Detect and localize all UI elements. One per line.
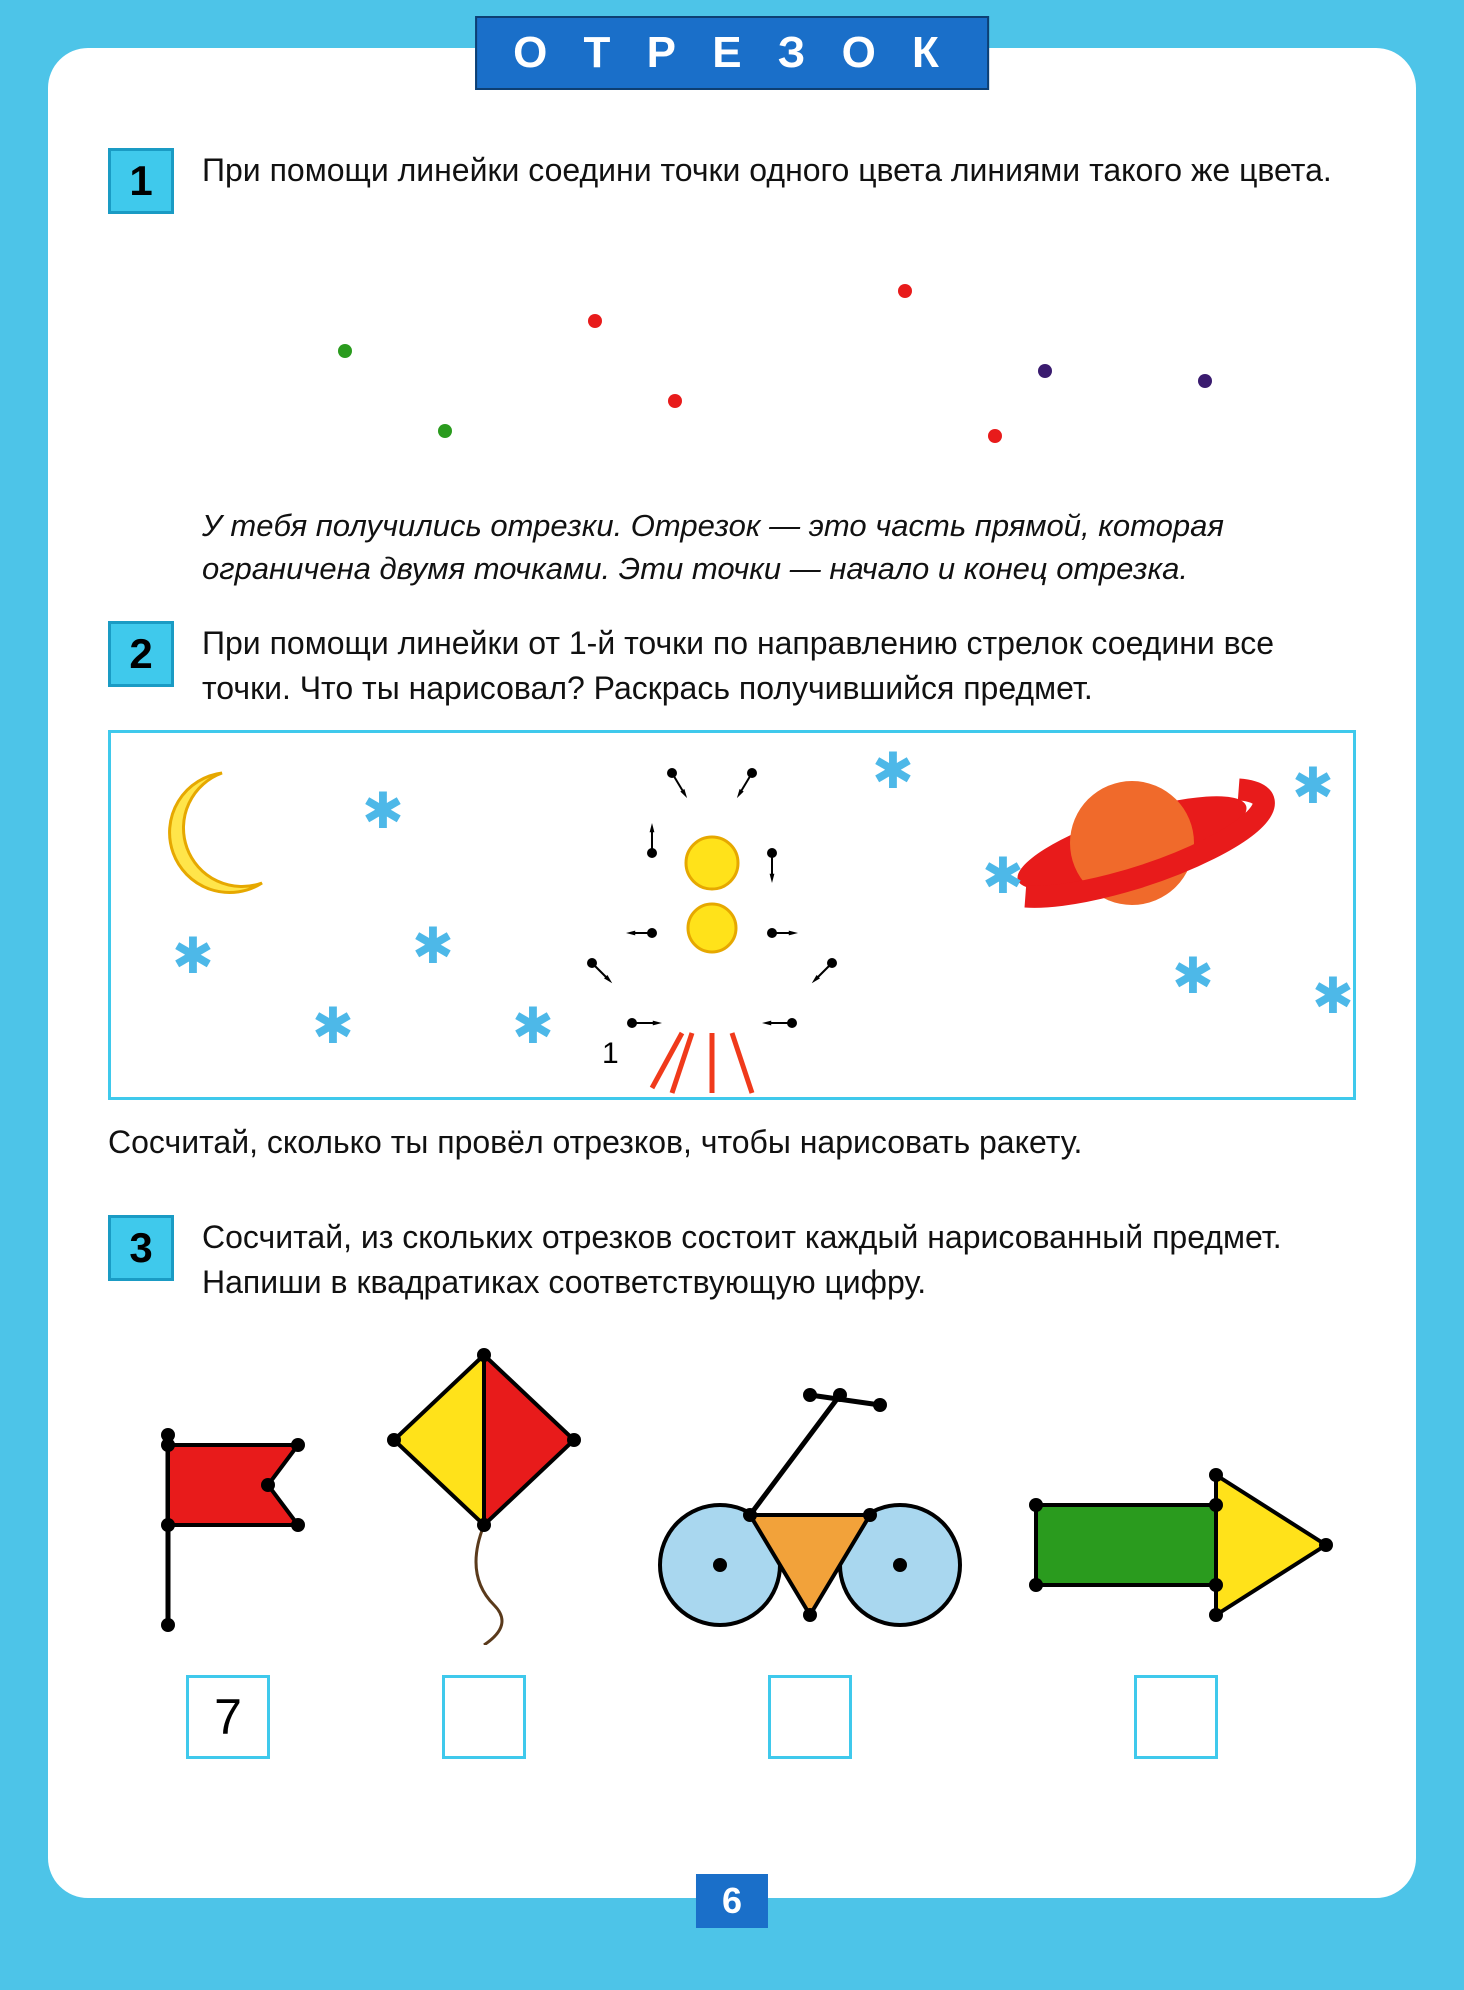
stars-group: ✱ ✱ ✱ ✱ ✱ ✱ ✱ ✱ ✱ ✱ [172,743,1353,1054]
shape-bike-cell [640,1365,980,1759]
planet-icon [1009,778,1275,913]
star-icon: ✱ [362,783,404,839]
star-icon: ✱ [1312,968,1353,1024]
color-dot [338,344,352,358]
rocket-window-top [686,837,738,889]
star-icon: ✱ [872,743,914,799]
shape-arrow-cell [1016,1445,1336,1759]
task-2: 2 При помощи линейки от 1-й точки по нап… [108,621,1356,711]
worksheet-panel: О Т Р Е З О К 1 При помощи линейки соеди… [48,48,1416,1898]
task-3: 3 Сосчитай, из скольких отрезков состоит… [108,1215,1356,1305]
color-dot [588,314,602,328]
start-dot-label: 1 [602,1037,619,1070]
task-number-3: 3 [108,1215,174,1281]
page-number: 6 [696,1874,768,1928]
task-1: 1 При помощи линейки соедини точки одног… [108,148,1356,214]
arrow-shape [1016,1445,1336,1645]
space-scene-box: 1 ✱ ✱ ✱ ✱ ✱ ✱ ✱ ✱ ✱ ✱ [108,730,1356,1100]
task-3-text: Сосчитай, из скольких отрезков состоит к… [202,1215,1356,1305]
task-2-text: При помощи линейки от 1-й точки по напра… [202,621,1356,711]
rocket-flames [652,1033,752,1093]
direction-arrow [672,773,684,793]
shape-kite-cell [364,1345,604,1759]
rocket-dots-group [587,768,837,1028]
star-icon: ✱ [412,918,454,974]
task-1-text: При помощи линейки соедини точки одного … [202,148,1356,193]
star-icon: ✱ [1172,948,1214,1004]
moon-icon [170,773,262,893]
answer-box-1[interactable]: 7 [186,1675,270,1759]
kite-shape [364,1345,604,1645]
flag-shape [128,1415,328,1645]
answer-box-3[interactable] [768,1675,852,1759]
star-icon: ✱ [312,998,354,1054]
dots-exercise-area [108,224,1356,484]
direction-arrow [592,963,608,979]
star-icon: ✱ [172,928,214,984]
task-2-after-text: Сосчитай, сколько ты провёл отрезков, чт… [108,1120,1356,1165]
shapes-row: 7 [108,1345,1356,1759]
task-number-1: 1 [108,148,174,214]
shape-flag-cell: 7 [128,1415,328,1759]
answer-box-4[interactable] [1134,1675,1218,1759]
task-number-2: 2 [108,621,174,687]
segment-definition: У тебя получились отрезки. Отрезок — это… [202,504,1356,591]
star-icon: ✱ [512,998,554,1054]
color-dot [668,394,682,408]
star-icon: ✱ [982,848,1024,904]
bike-shape [640,1365,980,1645]
color-dot [898,284,912,298]
color-dot [1038,364,1052,378]
space-scene-svg: 1 ✱ ✱ ✱ ✱ ✱ ✱ ✱ ✱ ✱ ✱ [111,733,1353,1097]
answer-box-2[interactable] [442,1675,526,1759]
direction-arrow [740,773,752,793]
color-dot [438,424,452,438]
color-dot [1198,374,1212,388]
direction-arrow [816,963,832,979]
rocket-window-bottom [688,904,736,952]
color-dot [988,429,1002,443]
page-title: О Т Р Е З О К [475,16,989,90]
star-icon: ✱ [1292,758,1334,814]
